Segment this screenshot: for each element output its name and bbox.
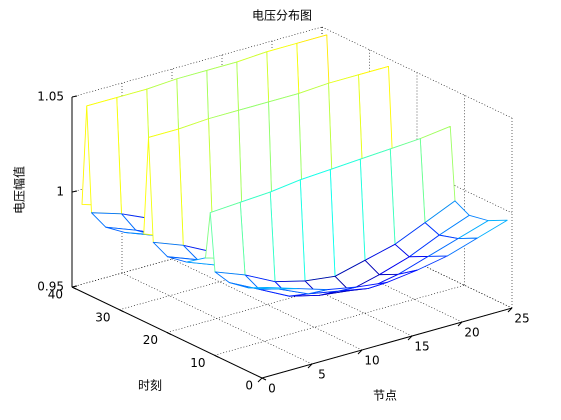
- y-tick-label: 40: [48, 288, 63, 302]
- grid-line: [321, 26, 513, 119]
- x-tick-label: 20: [464, 326, 479, 340]
- z-tick-label: 1.05: [37, 90, 64, 104]
- mesh-cell: [86, 97, 122, 215]
- y-tick-label: 0: [245, 379, 253, 393]
- y-tick-label: 30: [95, 310, 110, 324]
- mesh-cell: [269, 179, 306, 283]
- x-tick: [457, 321, 463, 327]
- mesh-cell: [209, 201, 246, 276]
- grid-line: [171, 258, 363, 351]
- x-tick: [257, 377, 263, 383]
- x-tick: [407, 335, 413, 341]
- z-tick-label: 1: [56, 185, 64, 199]
- z-tick: [71, 190, 78, 193]
- z-tick-label: 0.95: [37, 280, 64, 294]
- chart-title: 电压分布图: [252, 9, 312, 23]
- x-tick: [507, 307, 513, 313]
- mesh-cell: [359, 148, 396, 261]
- y-tick: [214, 354, 219, 358]
- mesh-cell: [148, 128, 184, 246]
- mesh-cell: [329, 158, 366, 277]
- y-axis-label: 时刻: [138, 379, 162, 393]
- x-tick-label: 10: [364, 354, 379, 368]
- y-tick: [166, 332, 172, 335]
- grid-line: [71, 26, 323, 98]
- z-tick: [71, 285, 78, 288]
- x-tick-label: 15: [414, 340, 429, 354]
- grid-line: [214, 284, 465, 356]
- y-tick-label: 20: [143, 333, 158, 347]
- x-tick-label: 25: [514, 312, 529, 326]
- x-axis-label: 节点: [373, 389, 397, 403]
- x-tick: [307, 363, 313, 369]
- z-axis-label: 电压幅值: [12, 166, 27, 214]
- y-tick-label: 10: [190, 356, 205, 370]
- x-tick: [357, 349, 363, 355]
- x-tick-label: 5: [318, 368, 326, 382]
- mesh-cell: [247, 286, 298, 290]
- z-tick: [71, 95, 78, 98]
- x-axis: [261, 307, 513, 379]
- y-tick: [119, 309, 124, 313]
- y-tick: [261, 377, 267, 381]
- mesh-cell: [239, 191, 276, 283]
- mesh-cell: [299, 169, 336, 282]
- x-tick-label: 0: [268, 382, 276, 396]
